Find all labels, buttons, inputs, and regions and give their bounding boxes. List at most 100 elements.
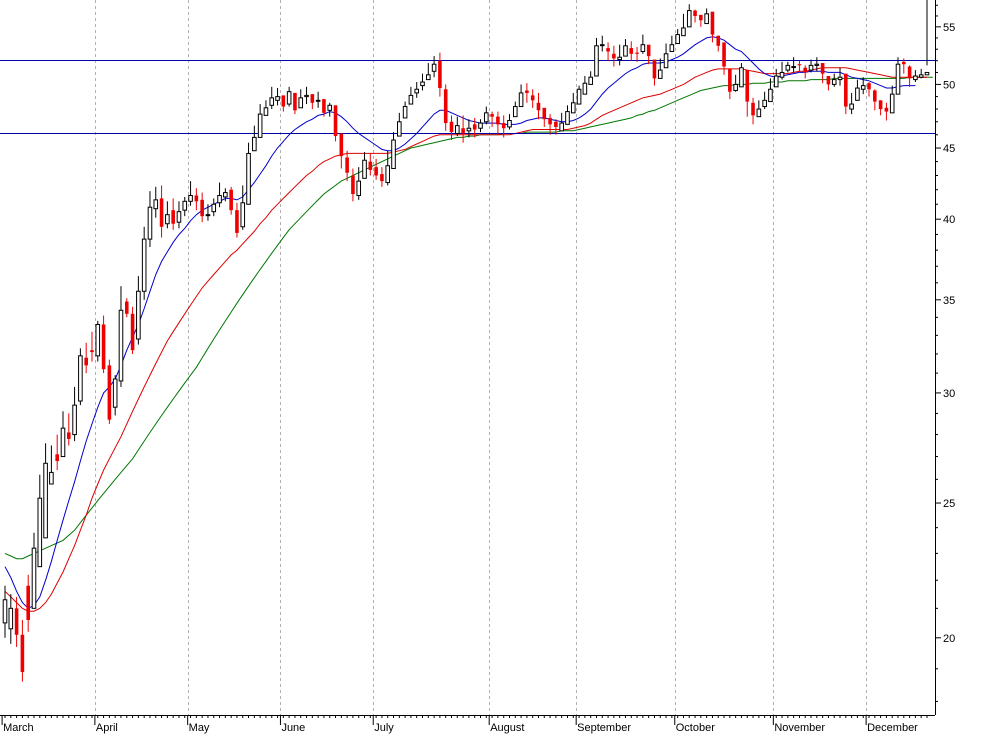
y-tick-label: 20	[943, 633, 955, 645]
candle-body	[710, 11, 715, 35]
candle-body	[490, 114, 494, 117]
candle	[826, 76, 831, 91]
candle	[211, 198, 217, 217]
candle	[461, 115, 465, 143]
candle	[385, 150, 391, 186]
candle	[426, 63, 431, 81]
candle-body	[739, 67, 744, 88]
candle-body	[663, 53, 669, 69]
month-label: September	[577, 722, 631, 734]
candle-body	[640, 44, 646, 53]
candle	[252, 125, 257, 152]
candle-body	[756, 108, 762, 118]
candle-body	[84, 357, 88, 366]
candle-body	[525, 90, 529, 93]
candle	[84, 342, 88, 374]
candle	[716, 35, 721, 52]
candle-body	[333, 105, 338, 137]
month-label: July	[374, 722, 394, 734]
y-tick-label: 55	[943, 22, 955, 34]
candle	[745, 70, 750, 117]
candle	[431, 56, 437, 78]
candle-body	[582, 82, 588, 95]
candle	[182, 196, 188, 217]
candle-body	[530, 95, 535, 101]
candle-body	[159, 198, 164, 227]
candle-body	[722, 42, 726, 67]
candle	[472, 117, 477, 138]
candle	[304, 86, 309, 105]
candle	[554, 119, 558, 135]
candle	[356, 167, 362, 200]
candle-body	[570, 102, 576, 114]
candle-body	[860, 85, 866, 90]
candle	[391, 132, 396, 170]
candle	[768, 78, 773, 103]
candle-body	[612, 53, 616, 59]
candle-body	[414, 88, 420, 94]
candle-body	[599, 44, 605, 47]
candle	[78, 348, 83, 406]
y-tick-label: 30	[943, 388, 955, 400]
candle-body	[240, 202, 246, 228]
candle-body	[176, 211, 182, 223]
candle	[194, 188, 199, 211]
candle	[570, 92, 576, 114]
candle	[565, 105, 570, 125]
candle	[124, 298, 129, 318]
y-tick-label: 25	[943, 498, 955, 510]
candle-body	[803, 67, 808, 73]
candle	[188, 181, 193, 206]
candle-body	[768, 88, 773, 103]
candle	[496, 111, 500, 135]
candle-body	[449, 121, 454, 133]
candle	[606, 42, 610, 61]
candle-body	[101, 324, 106, 370]
candle	[229, 186, 233, 215]
candle-body	[229, 189, 233, 211]
candle-body	[907, 66, 912, 79]
month-label: June	[281, 722, 305, 734]
candle-body	[37, 497, 43, 568]
candle-body	[536, 102, 541, 111]
candle-body	[55, 454, 59, 462]
candle-body	[884, 107, 889, 112]
candle-body	[675, 34, 680, 45]
candle-body	[512, 106, 518, 118]
candle-body	[826, 76, 831, 85]
candle	[599, 35, 605, 52]
candle-body	[606, 48, 610, 52]
candle-body	[298, 97, 304, 109]
candle-body	[322, 99, 326, 113]
candle-body	[345, 157, 349, 173]
candle-body	[733, 83, 738, 91]
candle	[773, 68, 779, 88]
candle	[855, 79, 860, 101]
y-tick-label: 40	[943, 214, 955, 226]
candle	[728, 68, 732, 100]
candle	[797, 60, 802, 73]
candle-body	[895, 63, 901, 95]
candle	[699, 14, 703, 27]
candle	[483, 106, 489, 125]
y-tick-label: 35	[943, 295, 955, 307]
candle-body	[461, 128, 465, 134]
candle	[101, 315, 106, 374]
candle	[612, 45, 616, 67]
candle	[66, 413, 71, 446]
candle-body	[130, 313, 135, 351]
candle-body	[362, 159, 367, 179]
candle	[147, 191, 153, 247]
candle	[176, 201, 182, 229]
candle	[37, 474, 43, 568]
month-label: November	[774, 722, 825, 734]
candle	[153, 186, 159, 218]
candle-body	[773, 75, 779, 88]
candle	[739, 63, 744, 88]
candle	[733, 74, 738, 92]
candle	[351, 168, 355, 202]
candle-body	[728, 68, 732, 92]
candle	[878, 100, 883, 116]
candle	[380, 167, 384, 187]
candle	[617, 44, 622, 66]
